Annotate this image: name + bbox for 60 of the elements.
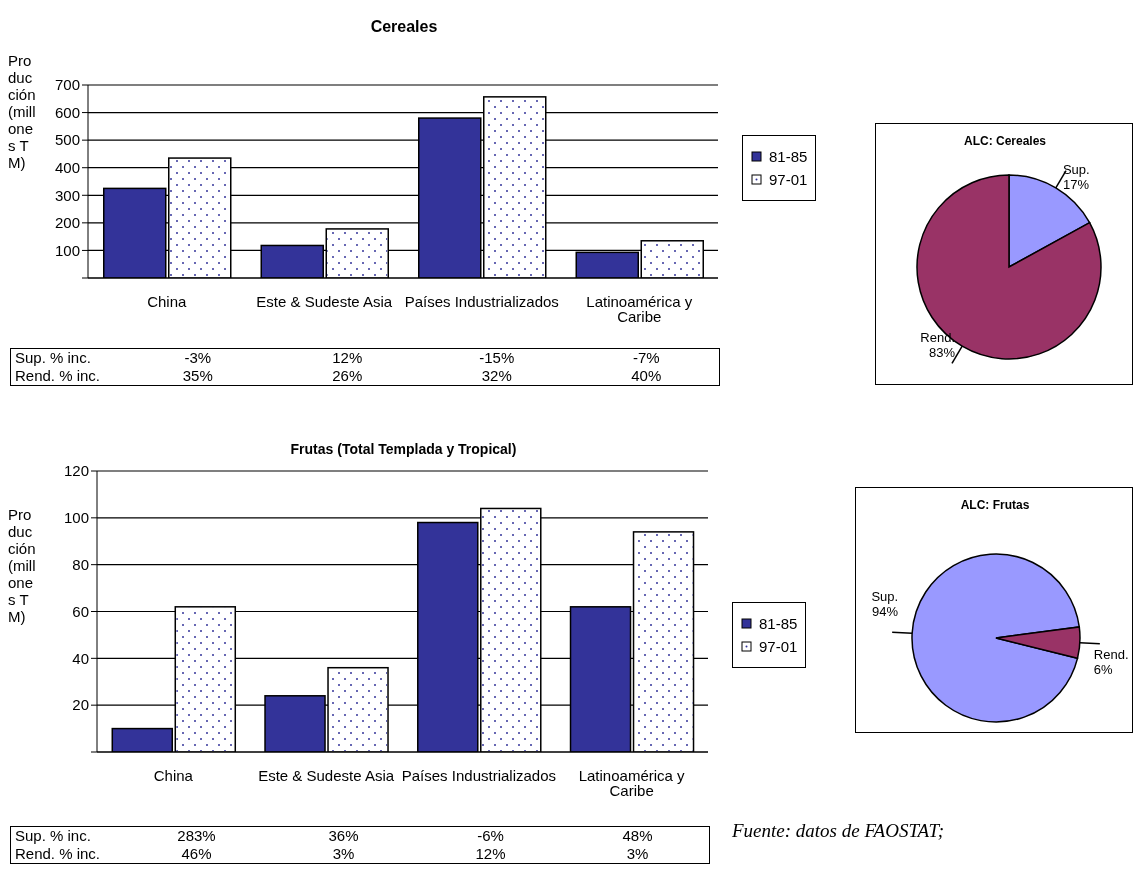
slice-label: Sup.	[871, 588, 899, 604]
y-tick-label: 300	[54, 186, 80, 204]
x-tick-label: China	[153, 766, 194, 784]
x-tick-label: Países Industrializados	[401, 766, 556, 784]
chart-title: ALC: Frutas	[959, 498, 1031, 512]
legend-label: 81-85	[759, 615, 798, 632]
x-tick-label: Países Industrializados	[404, 292, 559, 310]
text: -6%	[476, 827, 505, 845]
text: 32%	[480, 367, 513, 385]
y-tick-label: 60	[72, 602, 89, 620]
y-tick-label: 20	[72, 696, 89, 714]
text: 35%	[181, 367, 214, 385]
y-tick-label: 120	[63, 462, 89, 480]
text: 26%	[331, 367, 364, 385]
y-tick-label: 200	[54, 214, 80, 232]
y-tick-label: 80	[72, 555, 89, 573]
legend-label: 97-01	[759, 638, 798, 655]
text: 12%	[331, 349, 364, 367]
data-label: 83%	[929, 345, 956, 361]
source-note: Fuente: datos de FAOSTAT;	[732, 820, 945, 842]
y-tick-label: 400	[54, 159, 80, 177]
text: 12%	[474, 845, 507, 863]
text: 48%	[621, 827, 654, 845]
y-tick-label: 100	[63, 509, 89, 527]
text: -15%	[478, 349, 516, 367]
y-tick-label: 40	[72, 649, 89, 667]
x-tick-label: China	[147, 292, 187, 310]
text: Rend. % inc.	[14, 845, 102, 863]
y-tick-label: 500	[54, 131, 80, 149]
slice-label: Rend.	[920, 330, 956, 346]
y-tick-label: 700	[54, 76, 80, 94]
legend-label: 97-01	[769, 171, 808, 188]
text: 36%	[327, 827, 360, 845]
data-label: 94%	[872, 603, 899, 619]
y-axis-title: Producción (millones TM)	[8, 52, 36, 171]
data-label: 17%	[1062, 176, 1090, 192]
slice-label: Sup.	[1062, 161, 1090, 177]
y-tick-label: 100	[54, 241, 80, 259]
text: 40%	[630, 367, 663, 385]
text: -7%	[631, 349, 661, 367]
legend-label: 81-85	[769, 148, 808, 165]
y-axis-title: Producción (millones TM)	[8, 506, 36, 625]
y-tick-label: 600	[54, 103, 80, 121]
x-tick-label: Latinoamérica y Caribe	[586, 292, 693, 325]
slice-label: Rend.	[1093, 647, 1129, 663]
x-tick-label: Este & Sudeste Asia	[258, 766, 395, 784]
x-tick-label: Latinoamérica y Caribe	[578, 766, 686, 799]
text: Rend. % inc.	[14, 367, 102, 385]
text: 3%	[331, 845, 356, 863]
text: 46%	[180, 845, 213, 863]
text: -3%	[183, 349, 213, 367]
chart-title: Frutas (Total Templada y Tropical)	[289, 441, 518, 457]
data-label: 6%	[1093, 662, 1114, 678]
text: Sup. % inc.	[14, 349, 92, 367]
text: Sup. % inc.	[14, 827, 92, 845]
x-tick-label: Este & Sudeste Asia	[256, 292, 393, 310]
chart-title: Cereales	[369, 18, 439, 36]
text: 3%	[625, 845, 650, 863]
chart-title: ALC: Cereales	[963, 134, 1047, 148]
text: 283%	[176, 827, 217, 845]
